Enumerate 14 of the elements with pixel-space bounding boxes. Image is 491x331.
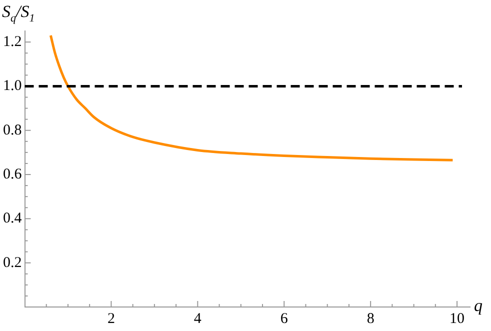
x-tick-label: 6 — [280, 310, 288, 327]
x-tick-label: 8 — [366, 310, 374, 327]
y-tick-label: 1.0 — [3, 78, 22, 94]
y-tick-label: 0.6 — [3, 166, 22, 182]
y-tick-label: 0.8 — [3, 122, 22, 138]
x-axis-title: q — [474, 296, 482, 316]
line-series — [49, 34, 454, 162]
y-tick-label: 0.4 — [3, 210, 22, 227]
x-tick-label: 10 — [450, 310, 465, 327]
y-tick-label: 1.2 — [3, 34, 22, 50]
y-axis-title: S$_{q}$/S$_{1}$ — [2, 2, 35, 24]
y-tick-label: 0.2 — [3, 254, 22, 271]
x-tick-label: 2 — [107, 310, 115, 327]
x-tick-label: 4 — [194, 310, 202, 327]
